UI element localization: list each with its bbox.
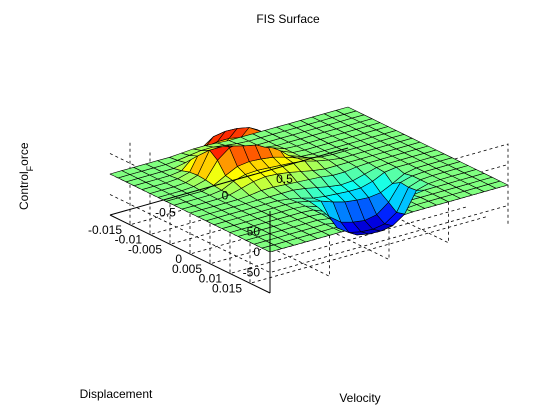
tick-labels: -0.015-0.01-0.00500.0050.010.015-0.500.5…: [88, 172, 293, 296]
z-axis-label: ControlForce: [17, 142, 35, 210]
z-axis-label-rest: orce: [17, 142, 31, 166]
y-tick-label: 0: [175, 252, 182, 266]
y-tick-label: -0.01: [115, 233, 143, 247]
y-tick-label: 0.015: [212, 281, 242, 295]
y-axis-label: Displacement: [80, 387, 153, 401]
surface-face: [335, 106, 357, 115]
y-tick-label: 0.01: [199, 272, 223, 286]
y-tick-label: 0.005: [172, 262, 202, 276]
x-axis-label: Velocity: [339, 391, 380, 405]
y-tick-label: -0.015: [88, 223, 122, 237]
chart-title: FIS Surface: [256, 12, 320, 26]
surface-plot: [109, 106, 509, 253]
z-tick-label: 0: [253, 245, 260, 259]
x-tick-label: -0.5: [155, 205, 176, 219]
back-wall-edge: [269, 143, 509, 226]
z-axis-label-main: Control: [17, 171, 31, 210]
y-gridline: [249, 201, 489, 284]
displacement-axis-line: [109, 214, 271, 294]
velocity-axis-line: [109, 147, 349, 216]
x-tick-label: 0.5: [276, 172, 293, 186]
axes-frame: [109, 147, 349, 294]
y-gridline: [229, 191, 469, 275]
y-tick-label: -0.005: [128, 242, 162, 256]
z-tick-label: 50: [247, 225, 261, 239]
svg-text:ControlForce: ControlForce: [17, 142, 35, 210]
x-tick-label: 0: [222, 189, 229, 203]
z-tick-label: -50: [243, 266, 261, 280]
z-gridline: [109, 194, 509, 273]
z-axis-label-subscript: F: [25, 165, 35, 171]
